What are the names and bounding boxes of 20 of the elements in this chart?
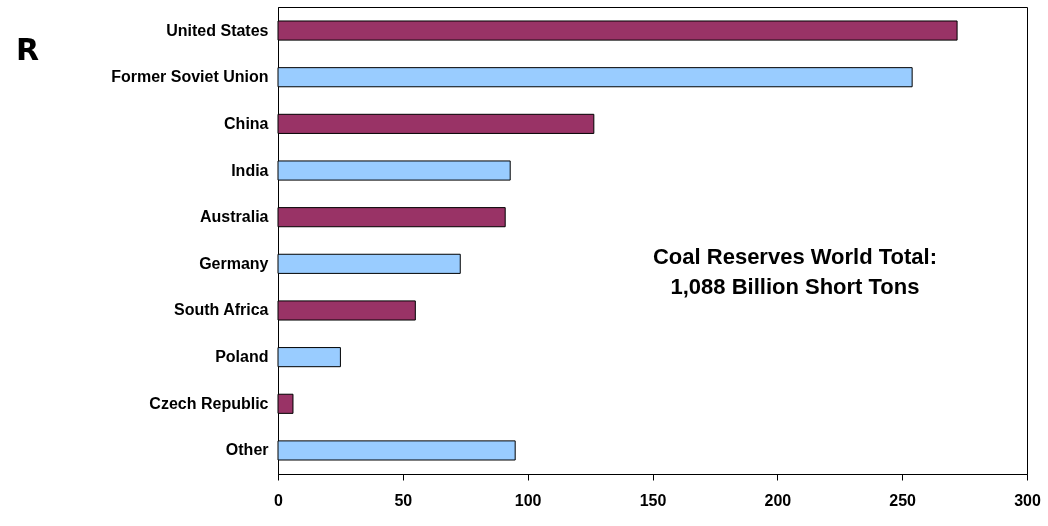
x-tick-label: 200 bbox=[764, 491, 792, 509]
y-tick-label: South Africa bbox=[173, 301, 269, 319]
x-tick-label: 100 bbox=[514, 491, 542, 509]
y-tick-label: Germany bbox=[199, 254, 269, 272]
x-tick-label: 0 bbox=[274, 491, 284, 509]
x-tick-label: 300 bbox=[1014, 491, 1041, 509]
text: R bbox=[16, 32, 40, 67]
annotation: 1,088 Billion Short Tons bbox=[670, 274, 920, 299]
y-tick-label: Poland bbox=[215, 348, 269, 366]
y-tick-label: Former Soviet Union bbox=[111, 68, 269, 86]
y-tick-label: China bbox=[224, 114, 269, 132]
x-tick-label: 250 bbox=[889, 491, 917, 509]
y-tick-label: United States bbox=[166, 21, 269, 39]
x-tick-label: 50 bbox=[394, 491, 413, 509]
annotation: Coal Reserves World Total: bbox=[652, 244, 938, 269]
y-tick-label: Australia bbox=[200, 208, 269, 226]
x-tick-label: 150 bbox=[639, 491, 667, 509]
y-tick-label: Other bbox=[225, 441, 269, 459]
y-tick-label: India bbox=[231, 161, 269, 179]
y-tick-label: Czech Republic bbox=[149, 394, 269, 412]
